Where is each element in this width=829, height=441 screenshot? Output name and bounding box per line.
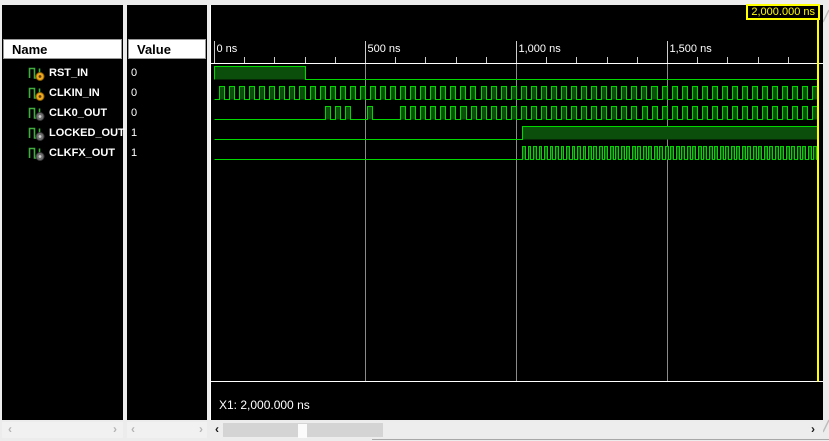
- resize-grip-icon: [823, 419, 829, 433]
- signal-label: CLK0_OUT: [49, 107, 108, 119]
- marker-x1-status: X1: 2,000.000 ns: [219, 398, 310, 412]
- signal-row-clk0_out[interactable]: CLK0_OUT: [2, 103, 123, 123]
- wave-clkin_in: [214, 86, 819, 100]
- resize-grip-icon: [823, 9, 829, 23]
- name-column-header: Name: [3, 39, 122, 59]
- signal-value: 1: [131, 127, 138, 139]
- bottom-divider: [372, 439, 829, 440]
- scroll-left-icon[interactable]: ‹: [8, 422, 12, 436]
- wave-locked_out: [214, 126, 819, 140]
- signal-row-locked_out[interactable]: LOCKED_OUT: [2, 123, 125, 143]
- scroll-left-icon[interactable]: ‹: [131, 422, 135, 436]
- scrollbar-grip[interactable]: [298, 424, 307, 438]
- signal-name-list: RST_IN CLKIN_IN CLK0_OUT LOCKED_OUT CLKFX_OU…: [2, 63, 125, 163]
- value-panel: Value 0 0 0 1 1: [127, 5, 207, 420]
- right-gutter: [823, 0, 829, 441]
- wave-clk0_out: [214, 106, 819, 120]
- signal-label: RST_IN: [49, 67, 89, 79]
- wave-rst_in: [214, 66, 819, 80]
- signal-label: LOCKED_OUT: [49, 127, 125, 139]
- waveform-icon: [28, 67, 45, 81]
- value-column-header: Value: [128, 39, 206, 59]
- signal-row-clkin_in[interactable]: CLKIN_IN: [2, 83, 123, 103]
- signal-row-rst_in[interactable]: RST_IN: [2, 63, 123, 83]
- waveform-icon: [28, 147, 45, 161]
- axis-tick-label: 1,000 ns: [518, 43, 561, 55]
- signal-row-clkfx_out[interactable]: CLKFX_OUT: [2, 143, 123, 163]
- waveform-icon: [28, 127, 45, 141]
- cursor-time-readout: 2,000.000 ns: [746, 4, 820, 20]
- scroll-right-icon[interactable]: ›: [199, 422, 203, 436]
- waveform-panel[interactable]: 0 ns 500 ns 1,000 ns 1,500 ns 2,000.000 ns …: [210, 4, 823, 420]
- signal-label: CLKFX_OUT: [49, 147, 115, 159]
- wave-clkfx_out: [214, 146, 819, 160]
- signal-value: 0: [131, 107, 138, 119]
- axis-tick-label: 500 ns: [367, 43, 401, 55]
- value-panel-hscrollbar[interactable]: ‹ ›: [127, 422, 207, 438]
- waveform-canvas[interactable]: [211, 5, 823, 420]
- scroll-right-icon[interactable]: ›: [811, 422, 815, 436]
- axis-tick-label: 1,500 ns: [669, 43, 712, 55]
- name-panel: Name RST_IN CLKIN_IN CLK0_OUT LOCKED_OUT CLK…: [2, 5, 125, 420]
- name-panel-hscrollbar[interactable]: ‹ ›: [2, 422, 123, 438]
- signal-value-list: 0 0 0 1 1: [127, 63, 207, 163]
- waveform-icon: [28, 107, 45, 121]
- scrollbar-thumb[interactable]: [223, 423, 383, 438]
- signal-value: 0: [131, 87, 138, 99]
- axis-tick-label: 0 ns: [216, 43, 238, 55]
- waveform-hscrollbar[interactable]: ‹ ›: [210, 422, 823, 438]
- scroll-right-icon[interactable]: ›: [113, 422, 117, 436]
- signal-value: 0: [131, 67, 138, 79]
- signal-value: 1: [131, 147, 138, 159]
- waveform-icon: [28, 87, 45, 101]
- scroll-left-icon[interactable]: ‹: [215, 422, 219, 436]
- signal-label: CLKIN_IN: [49, 87, 100, 99]
